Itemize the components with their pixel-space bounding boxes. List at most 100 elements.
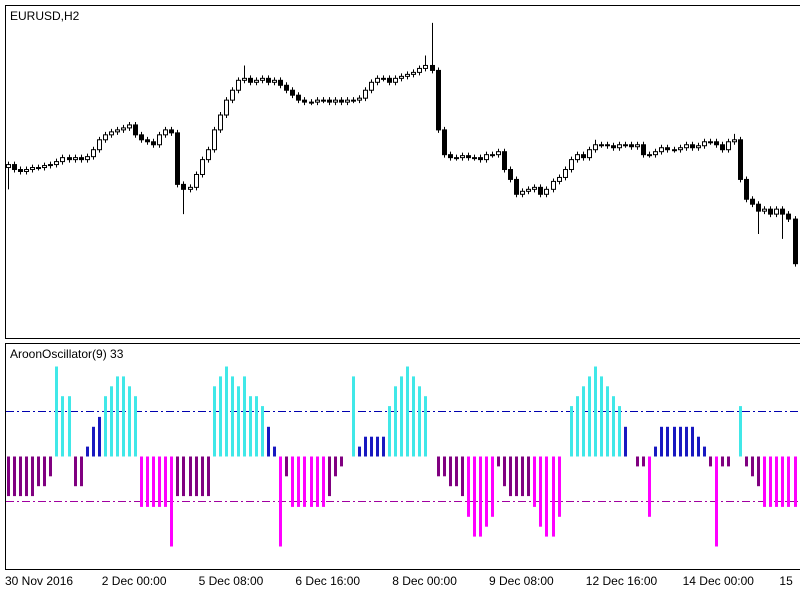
candle-body [472,157,477,160]
oscillator-bar [412,376,415,457]
oscillator-bar [576,396,579,457]
oscillator-bar [61,396,64,457]
candle-body [272,79,277,83]
oscillator-bar [594,366,597,457]
oscillator-bar [757,456,760,487]
oscillator-bar [654,446,657,457]
oscillator-bar [642,456,645,467]
oscillator-bar [128,386,131,457]
oscillator-bar [461,456,464,497]
oscillator-bar [418,386,421,457]
candle-body [544,188,549,195]
oscillator-bar [787,456,790,507]
oscillator-bar [497,456,500,467]
candle-body [351,99,356,102]
oscillator-bar [721,456,724,467]
candle-body [248,77,253,83]
candle-body [296,94,301,101]
candle-body [48,164,53,167]
candle-body [242,77,247,81]
candle-body [212,129,217,151]
oscillator-bar [715,456,718,547]
oscillator-bar [479,456,482,537]
oscillator-bar [666,426,669,457]
oscillator-bar [358,446,361,457]
oscillator-bar [182,456,185,497]
price-title: EURUSD,H2 [10,9,80,23]
oscillator-bar [600,376,603,457]
candle-body [115,129,120,133]
candle-body [103,134,108,141]
oscillator-bar [201,456,204,497]
candle-body [496,151,501,156]
candle-body [399,75,404,79]
oscillator-bar [552,456,555,537]
oscillator-bar [146,456,149,507]
oscillator-bar [316,456,319,507]
oscillator-bar [709,456,712,467]
oscillator-bar [703,446,706,457]
candle-body [254,79,259,83]
candle-body [218,114,223,131]
candle-body [315,99,320,103]
candle-body [127,124,132,129]
candle-body [387,77,392,83]
candle-body [526,188,531,192]
oscillator-bar [152,456,155,507]
candle-body [175,132,180,185]
x-tick-label: 12 Dec 16:00 [586,574,658,588]
oscillator-bar [673,426,676,457]
oscillator-bar [443,456,446,477]
oscillator-title: AroonOscillator(9) 33 [10,347,124,361]
candle-body [623,144,628,147]
oscillator-bar [751,456,754,477]
oscillator-bar [49,456,52,477]
candle-body [266,77,271,83]
candle-body [200,159,205,175]
candle-body [85,156,90,161]
oscillator-bar [255,396,258,457]
oscillator-bar [533,456,536,507]
oscillator-bar [382,436,385,457]
candle-body [260,77,265,81]
oscillator-bar [207,456,210,497]
oscillator-bar [624,426,627,457]
oscillator-bar [636,456,639,467]
oscillator-bar [170,456,173,547]
oscillator-bar [521,456,524,497]
candle-body [786,213,791,220]
oscillator-bar [267,426,270,457]
candle-body [569,159,574,171]
oscillator-bar [406,366,409,457]
candle-body [321,99,326,102]
candle-body [768,208,773,215]
candle-body [12,164,17,171]
candle-body [774,208,779,215]
candle-body [502,151,507,171]
candle-body [157,134,162,146]
oscillator-bar [334,456,337,477]
candle-body [744,178,749,200]
oscillator-bar [140,456,143,507]
candle-body [91,149,96,158]
candle-body [514,178,519,195]
candle-body [236,79,241,91]
oscillator-bar [509,456,512,497]
oscillator-bar [37,456,40,487]
x-tick-label: 14 Dec 00:00 [683,574,755,588]
oscillator-bar [92,426,95,457]
oscillator-bar [394,386,397,457]
oscillator-bar [618,406,621,457]
oscillator-bar [80,456,83,487]
x-tick-label: 6 Dec 16:00 [295,574,360,588]
candle-body [357,97,362,101]
candle-body [575,154,580,161]
candle-body [430,64,435,71]
oscillator-bar [13,456,16,497]
candle-body [375,77,380,83]
candle-body [423,64,428,69]
candle-body [278,79,283,86]
x-tick-label: 2 Dec 00:00 [102,574,167,588]
candle-body [672,149,677,152]
candle-body [738,139,743,180]
